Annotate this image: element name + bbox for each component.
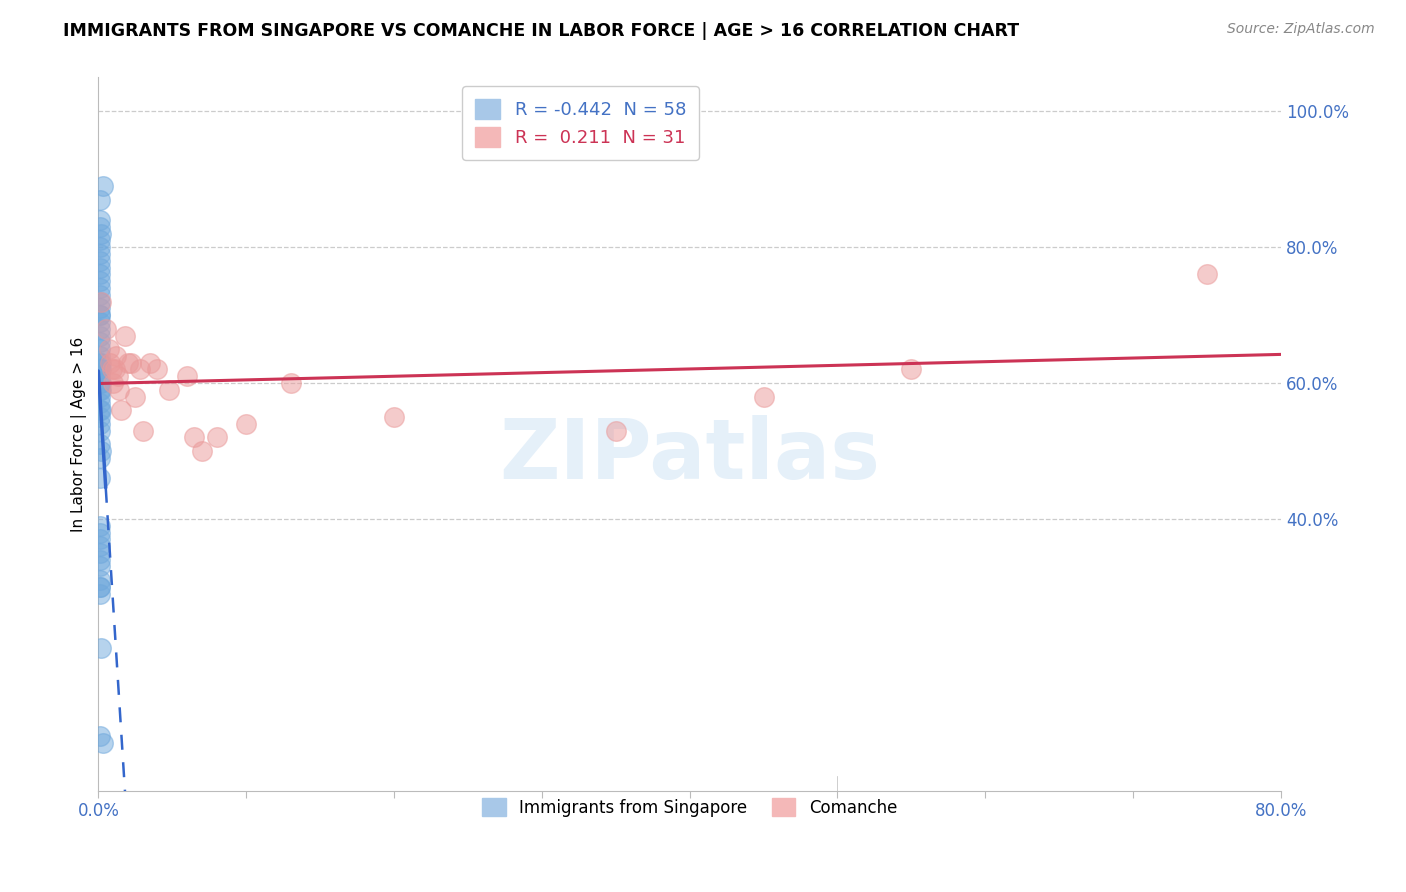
- Legend: Immigrants from Singapore, Comanche: Immigrants from Singapore, Comanche: [474, 789, 905, 825]
- Point: [1195, 268, 1218, 282]
- Point: [89, 539, 111, 553]
- Point: [110, 403, 132, 417]
- Text: IMMIGRANTS FROM SINGAPORE VS COMANCHE IN LABOR FORCE | AGE > 16 CORRELATION CHAR: IMMIGRANTS FROM SINGAPORE VS COMANCHE IN…: [63, 22, 1019, 40]
- Point: [90, 362, 112, 376]
- Point: [89, 349, 111, 363]
- Point: [89, 390, 111, 404]
- Point: [176, 369, 198, 384]
- Point: [89, 247, 111, 261]
- Point: [90, 294, 112, 309]
- Point: [89, 533, 111, 547]
- Point: [89, 308, 111, 322]
- Point: [90, 640, 112, 655]
- Point: [89, 396, 111, 410]
- Point: [90, 444, 112, 458]
- Point: [382, 410, 405, 425]
- Point: [183, 430, 205, 444]
- Point: [900, 362, 922, 376]
- Point: [114, 328, 136, 343]
- Point: [89, 322, 111, 336]
- Point: [157, 383, 180, 397]
- Point: [89, 573, 111, 587]
- Point: [117, 356, 139, 370]
- Point: [91, 736, 114, 750]
- Point: [107, 369, 129, 384]
- Point: [89, 471, 111, 485]
- Point: [89, 294, 111, 309]
- Point: [100, 362, 122, 376]
- Point: [752, 390, 775, 404]
- Point: [90, 227, 112, 241]
- Point: [89, 417, 111, 431]
- Point: [89, 410, 111, 425]
- Point: [89, 559, 111, 574]
- Point: [89, 308, 111, 322]
- Point: [89, 552, 111, 566]
- Y-axis label: In Labor Force | Age > 16: In Labor Force | Age > 16: [72, 336, 87, 532]
- Point: [97, 342, 120, 356]
- Text: ZIPatlas: ZIPatlas: [499, 415, 880, 496]
- Point: [89, 587, 111, 601]
- Point: [91, 179, 114, 194]
- Point: [101, 376, 124, 390]
- Point: [89, 342, 111, 356]
- Point: [89, 729, 111, 743]
- Point: [89, 450, 111, 465]
- Point: [89, 240, 111, 254]
- Point: [89, 580, 111, 594]
- Point: [605, 424, 627, 438]
- Point: [105, 349, 128, 363]
- Point: [89, 234, 111, 248]
- Point: [89, 369, 111, 384]
- Point: [89, 219, 111, 234]
- Point: [89, 253, 111, 268]
- Point: [191, 444, 214, 458]
- Point: [90, 383, 112, 397]
- Point: [108, 383, 131, 397]
- Point: [89, 376, 111, 390]
- Point: [90, 376, 112, 390]
- Point: [89, 213, 111, 227]
- Point: [205, 430, 228, 444]
- Point: [90, 403, 112, 417]
- Point: [89, 281, 111, 295]
- Point: [235, 417, 257, 431]
- Point: [89, 546, 111, 560]
- Point: [89, 518, 111, 533]
- Point: [104, 362, 127, 376]
- Point: [120, 356, 142, 370]
- Point: [89, 525, 111, 540]
- Point: [94, 322, 117, 336]
- Point: [89, 362, 111, 376]
- Point: [89, 301, 111, 316]
- Point: [89, 274, 111, 288]
- Point: [139, 356, 162, 370]
- Point: [89, 287, 111, 301]
- Point: [89, 437, 111, 451]
- Point: [146, 362, 169, 376]
- Point: [98, 356, 121, 370]
- Point: [89, 383, 111, 397]
- Point: [89, 260, 111, 275]
- Point: [89, 335, 111, 350]
- Point: [89, 268, 111, 282]
- Point: [280, 376, 302, 390]
- Point: [131, 424, 153, 438]
- Point: [89, 315, 111, 329]
- Point: [89, 356, 111, 370]
- Point: [89, 328, 111, 343]
- Point: [89, 424, 111, 438]
- Point: [90, 356, 112, 370]
- Text: Source: ZipAtlas.com: Source: ZipAtlas.com: [1227, 22, 1375, 37]
- Point: [128, 362, 150, 376]
- Point: [89, 193, 111, 207]
- Point: [89, 403, 111, 417]
- Point: [124, 390, 146, 404]
- Point: [89, 580, 111, 594]
